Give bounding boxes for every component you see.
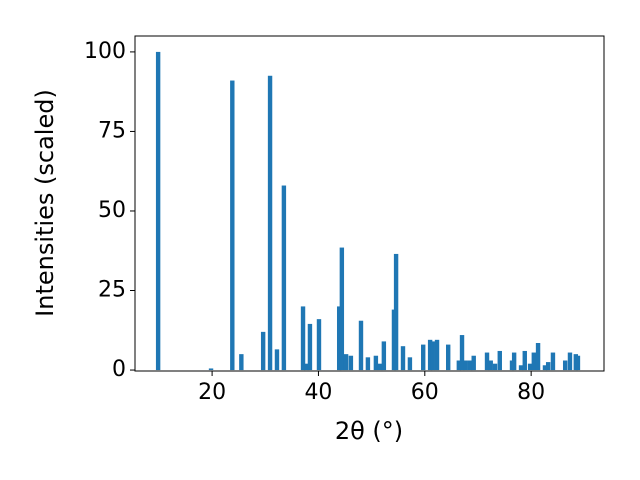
x-tick-label: 60	[411, 380, 439, 405]
bar	[155, 51, 161, 371]
bar	[535, 343, 541, 371]
y-tick-label: 100	[84, 39, 126, 64]
y-tick-label: 50	[98, 198, 126, 223]
x-tick-label: 20	[198, 380, 226, 405]
y-axis-label: Intensities (scaled)	[31, 89, 59, 317]
bar	[307, 323, 313, 371]
bar	[531, 352, 537, 371]
bar	[230, 80, 235, 371]
bar	[281, 185, 287, 371]
bar	[316, 319, 322, 371]
bar	[492, 363, 498, 371]
bar	[336, 306, 342, 371]
bar	[434, 339, 440, 371]
bar	[300, 306, 306, 371]
bar	[467, 360, 473, 371]
bar	[575, 355, 581, 371]
bar	[427, 339, 433, 371]
plot-frame	[134, 35, 605, 372]
bar	[430, 341, 435, 371]
bar	[488, 360, 493, 371]
bar	[459, 335, 465, 371]
bar	[484, 352, 490, 371]
bar	[377, 363, 383, 371]
bar	[208, 368, 214, 371]
y-tick-label: 25	[98, 278, 126, 303]
x-tick-label: 40	[304, 380, 332, 405]
bar	[339, 247, 345, 371]
bar	[527, 363, 533, 371]
bar	[497, 350, 502, 371]
bar	[393, 253, 399, 371]
bar	[407, 357, 413, 371]
bar	[365, 357, 371, 371]
x-tick-label: 80	[517, 380, 545, 405]
bar	[373, 355, 379, 371]
bar	[421, 344, 426, 371]
bar	[381, 341, 387, 371]
bar	[456, 360, 462, 371]
bar	[445, 344, 451, 371]
bar	[522, 350, 527, 371]
bar	[260, 331, 266, 371]
y-tick-label: 75	[98, 118, 126, 143]
bar	[267, 75, 273, 371]
bar	[304, 363, 309, 371]
bar	[471, 355, 476, 371]
bar	[274, 349, 280, 371]
bar	[562, 360, 568, 371]
bar	[545, 362, 551, 371]
bar	[348, 355, 354, 371]
bar	[511, 352, 517, 371]
bar	[358, 320, 364, 371]
bar	[463, 360, 468, 371]
bar	[239, 354, 244, 371]
bar	[518, 365, 524, 371]
bar	[400, 346, 406, 371]
bar	[567, 352, 573, 371]
x-axis-label: 2θ (°)	[335, 417, 403, 445]
y-tick-label: 0	[112, 357, 126, 382]
bar	[550, 352, 556, 371]
bar	[542, 365, 548, 371]
bar	[343, 354, 349, 371]
